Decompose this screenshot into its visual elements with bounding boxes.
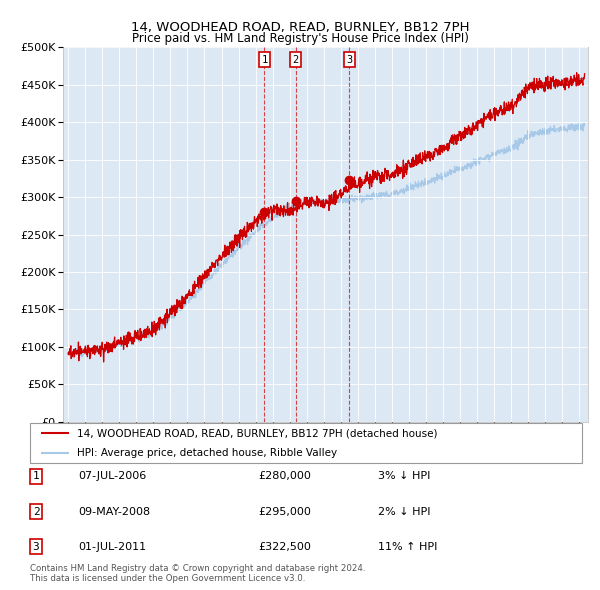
Text: 1: 1 — [32, 471, 40, 481]
Text: 14, WOODHEAD ROAD, READ, BURNLEY, BB12 7PH: 14, WOODHEAD ROAD, READ, BURNLEY, BB12 7… — [131, 21, 469, 34]
Text: £322,500: £322,500 — [258, 542, 311, 552]
Text: Contains HM Land Registry data © Crown copyright and database right 2024.
This d: Contains HM Land Registry data © Crown c… — [30, 563, 365, 583]
Text: 14, WOODHEAD ROAD, READ, BURNLEY, BB12 7PH (detached house): 14, WOODHEAD ROAD, READ, BURNLEY, BB12 7… — [77, 428, 437, 438]
Text: 1: 1 — [262, 55, 268, 65]
Text: Price paid vs. HM Land Registry's House Price Index (HPI): Price paid vs. HM Land Registry's House … — [131, 32, 469, 45]
Text: HPI: Average price, detached house, Ribble Valley: HPI: Average price, detached house, Ribb… — [77, 448, 337, 458]
Text: 3: 3 — [346, 55, 352, 65]
Text: 09-MAY-2008: 09-MAY-2008 — [78, 507, 150, 516]
Text: 11% ↑ HPI: 11% ↑ HPI — [378, 542, 437, 552]
Text: 2: 2 — [32, 507, 40, 516]
Text: £280,000: £280,000 — [258, 471, 311, 481]
Text: 3% ↓ HPI: 3% ↓ HPI — [378, 471, 430, 481]
FancyBboxPatch shape — [30, 423, 582, 463]
Text: 01-JUL-2011: 01-JUL-2011 — [78, 542, 146, 552]
Text: 07-JUL-2006: 07-JUL-2006 — [78, 471, 146, 481]
Text: £295,000: £295,000 — [258, 507, 311, 516]
Text: 3: 3 — [32, 542, 40, 552]
Text: 2: 2 — [293, 55, 299, 65]
Text: 2% ↓ HPI: 2% ↓ HPI — [378, 507, 431, 516]
